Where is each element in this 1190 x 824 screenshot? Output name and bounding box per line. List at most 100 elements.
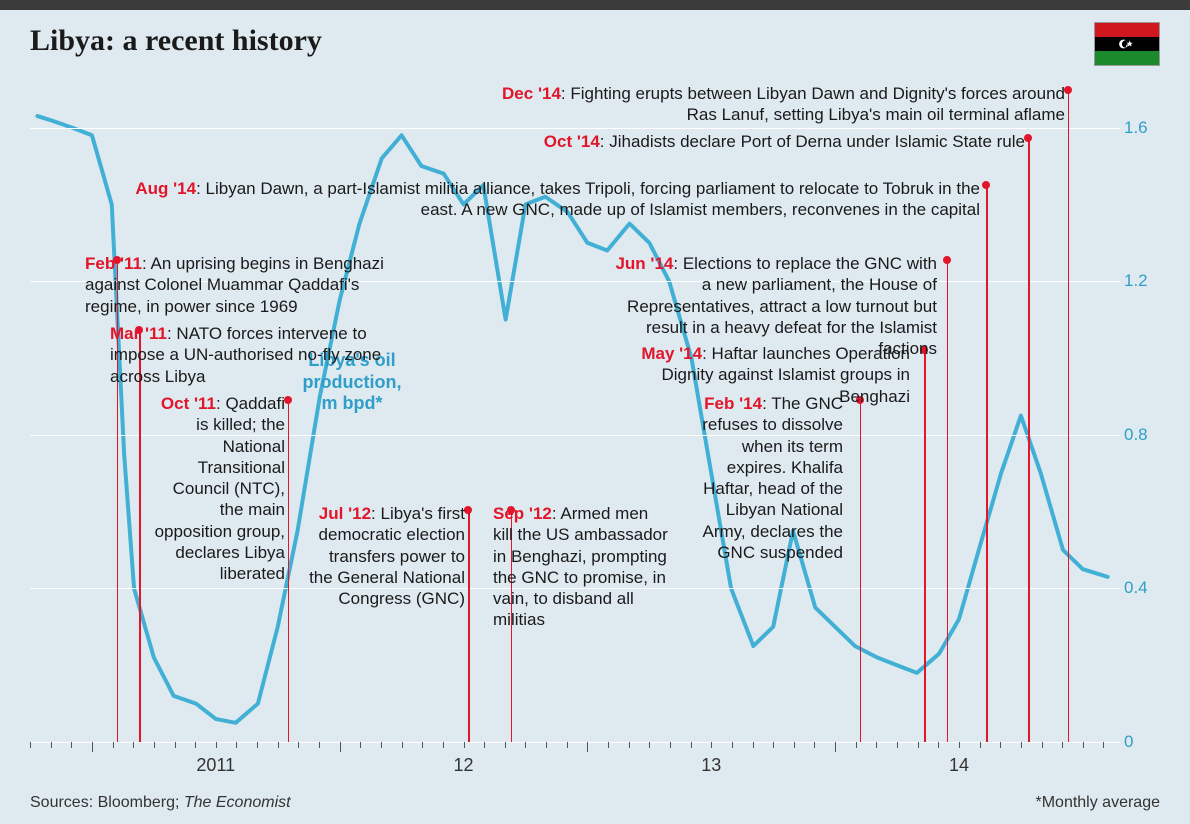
x-tick-minor	[319, 742, 320, 748]
x-tick-minor	[980, 742, 981, 748]
flag-band-black	[1095, 37, 1159, 51]
x-tick-minor	[691, 742, 692, 748]
x-tick-minor	[51, 742, 52, 748]
event-dot-dec14	[1064, 86, 1072, 94]
x-tick-minor	[1021, 742, 1022, 748]
event-annotation-feb11: Feb '11: An uprising begins in Benghazi …	[85, 253, 385, 317]
event-date: Oct '11	[161, 394, 216, 413]
x-tick-minor	[629, 742, 630, 748]
x-tick-minor	[484, 742, 485, 748]
x-tick-minor	[1062, 742, 1063, 748]
x-tick-minor	[773, 742, 774, 748]
sources-credit: Sources: Bloomberg; The Economist	[30, 794, 291, 812]
x-tick-minor	[1083, 742, 1084, 748]
x-tick-minor	[133, 742, 134, 748]
x-tick-minor	[175, 742, 176, 748]
event-date: Jun '14	[615, 254, 673, 273]
x-tick-major	[835, 742, 836, 752]
event-line-jun14	[947, 260, 949, 742]
x-tick-minor	[381, 742, 382, 748]
event-annotation-mar11: Mar '11: NATO forces intervene to impose…	[110, 323, 400, 387]
x-tick-minor	[753, 742, 754, 748]
x-tick-label: 2011	[196, 755, 235, 776]
x-tick-minor	[814, 742, 815, 748]
event-line-oct14	[1028, 138, 1030, 742]
event-dot-oct14	[1024, 134, 1032, 142]
x-tick-minor	[608, 742, 609, 748]
x-tick-label: 13	[701, 755, 721, 776]
x-tick-minor	[525, 742, 526, 748]
event-dot-aug14	[982, 181, 990, 189]
x-tick-minor	[670, 742, 671, 748]
event-dot-jun14	[943, 256, 951, 264]
x-tick-minor	[897, 742, 898, 748]
y-tick-label: 1.6	[1124, 118, 1160, 138]
y-tick-label: 1.2	[1124, 271, 1160, 291]
x-tick-minor	[1042, 742, 1043, 748]
event-line-oct11	[288, 400, 290, 742]
flag-band-green	[1095, 51, 1159, 65]
timeline-chart: 00.40.81.21.62011121314Libya's oilproduc…	[30, 70, 1160, 782]
event-text: : Fighting erupts between Libyan Dawn an…	[561, 84, 1065, 124]
gridline	[30, 128, 1120, 129]
event-annotation-jun14: Jun '14: Elections to replace the GNC wi…	[612, 253, 937, 359]
event-line-may14	[924, 350, 926, 742]
event-annotation-oct14: Oct '14: Jihadists declare Port of Derna…	[460, 131, 1025, 152]
x-tick-minor	[422, 742, 423, 748]
event-annotation-oct11: Oct '11: Qaddafi is killed; the National…	[145, 393, 285, 584]
x-tick-minor	[216, 742, 217, 748]
footnote: *Monthly average	[1035, 794, 1160, 812]
x-tick-minor	[1103, 742, 1104, 748]
event-text: : Jihadists declare Port of Derna under …	[600, 132, 1025, 151]
x-tick-minor	[402, 742, 403, 748]
event-text: : The GNC refuses to dissolve when its t…	[702, 394, 843, 562]
event-date: Aug '14	[135, 179, 196, 198]
x-tick-minor	[464, 742, 465, 748]
event-dot-jul12	[464, 506, 472, 514]
x-tick-minor	[71, 742, 72, 748]
x-tick-minor	[1000, 742, 1001, 748]
event-date: Jul '12	[319, 504, 371, 523]
x-tick-minor	[30, 742, 31, 748]
event-annotation-aug14: Aug '14: Libyan Dawn, a part-Islamist mi…	[125, 178, 980, 221]
event-text: : Libyan Dawn, a part-Islamist militia a…	[196, 179, 980, 219]
sources-label: Sources: Bloomberg;	[30, 794, 184, 811]
x-tick-minor	[938, 742, 939, 748]
flag-band-red	[1095, 23, 1159, 37]
y-tick-label: 0	[1124, 732, 1160, 752]
x-tick-minor	[856, 742, 857, 748]
x-tick-minor	[649, 742, 650, 748]
x-tick-minor	[113, 742, 114, 748]
event-line-aug14	[986, 185, 988, 742]
x-tick-minor	[360, 742, 361, 748]
event-line-feb14	[860, 400, 862, 742]
x-tick-minor	[918, 742, 919, 748]
gridline	[30, 742, 1120, 743]
event-date: Dec '14	[502, 84, 561, 103]
x-tick-minor	[443, 742, 444, 748]
x-tick-minor	[711, 742, 712, 748]
sources-italic: The Economist	[184, 794, 291, 811]
x-tick-minor	[959, 742, 960, 748]
x-tick-minor	[876, 742, 877, 748]
x-tick-minor	[154, 742, 155, 748]
x-tick-minor	[567, 742, 568, 748]
libya-flag	[1094, 22, 1160, 66]
x-tick-major	[92, 742, 93, 752]
x-tick-minor	[278, 742, 279, 748]
event-text: : Qaddafi is killed; the National Transi…	[155, 394, 285, 583]
event-line-jul12	[468, 510, 470, 742]
plot-area: 00.40.81.21.62011121314Libya's oilproduc…	[30, 70, 1120, 742]
top-bar	[0, 0, 1190, 10]
y-tick-label: 0.4	[1124, 578, 1160, 598]
x-tick-label: 14	[949, 755, 969, 776]
event-date: Mar '11	[110, 324, 167, 343]
x-tick-minor	[236, 742, 237, 748]
event-date: Sep '12	[493, 504, 552, 523]
x-tick-minor	[505, 742, 506, 748]
x-tick-minor	[195, 742, 196, 748]
event-annotation-feb14: Feb '14: The GNC refuses to dissolve whe…	[683, 393, 843, 563]
x-tick-major	[340, 742, 341, 752]
event-text: : Elections to replace the GNC with a ne…	[627, 254, 937, 358]
x-tick-minor	[732, 742, 733, 748]
